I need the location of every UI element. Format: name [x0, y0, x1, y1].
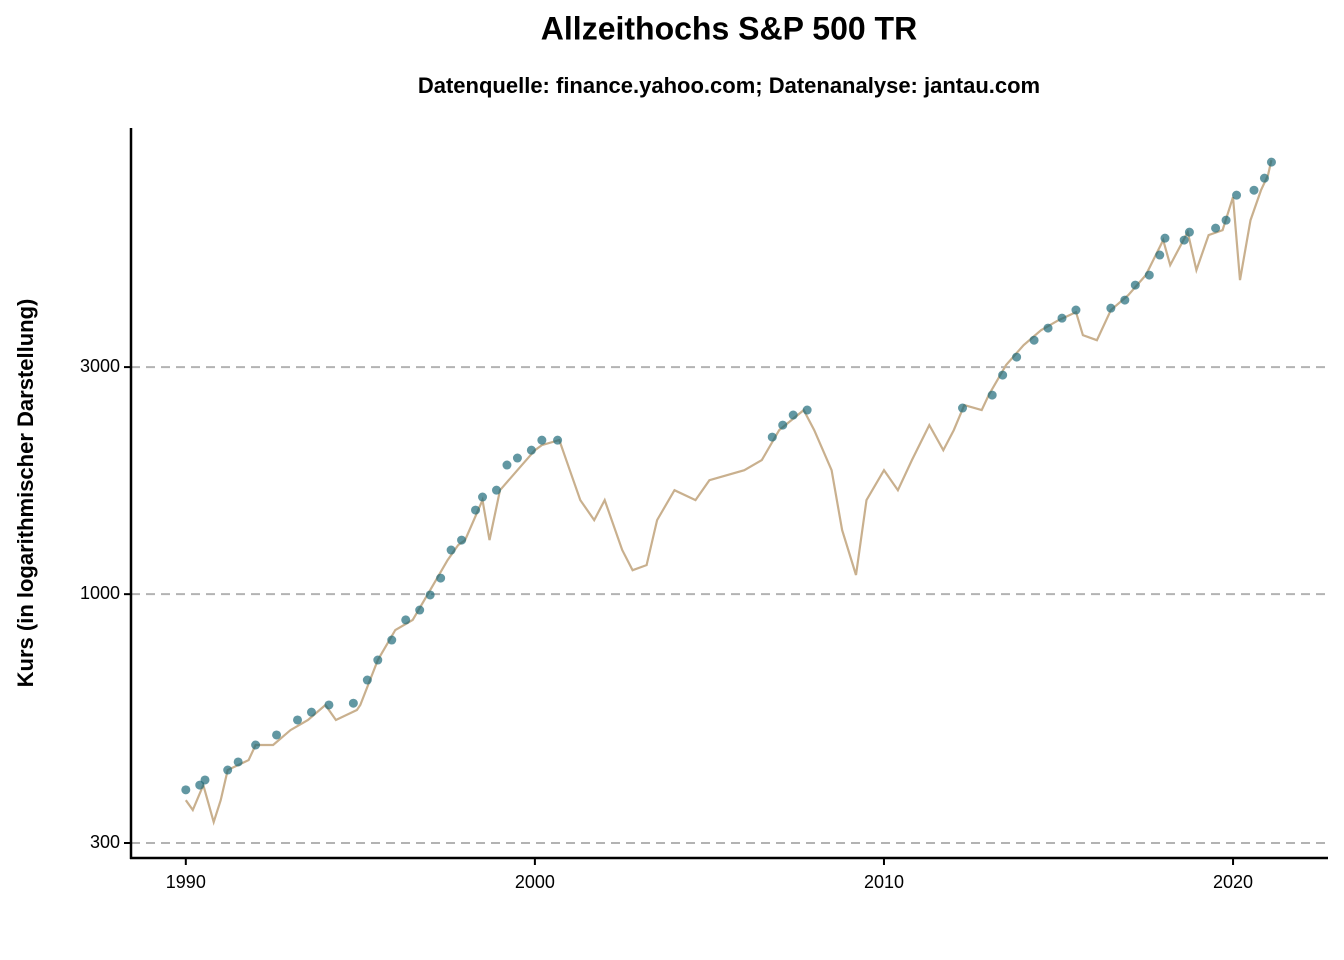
all-time-high [553, 435, 563, 445]
all-time-high [1155, 250, 1165, 260]
y-tick-label: 300 [90, 832, 120, 852]
all-time-high [1106, 303, 1116, 313]
all-time-high [987, 390, 997, 400]
price-line [184, 159, 1273, 826]
all-time-high [1259, 173, 1269, 183]
x-tick-label: 2010 [864, 872, 904, 892]
all-time-high [788, 410, 798, 420]
all-time-high [362, 675, 372, 685]
all-time-high [778, 420, 788, 430]
all-time-high [446, 545, 456, 555]
y-tick-label: 1000 [80, 583, 120, 603]
all-time-high [958, 403, 968, 413]
all-time-high [526, 445, 536, 455]
all-time-high [425, 590, 435, 600]
all-time-high [502, 460, 512, 470]
all-time-high [324, 700, 334, 710]
chart-title: Allzeithochs S&P 500 TR [541, 10, 917, 46]
all-time-high [1179, 235, 1189, 245]
all-time-high [272, 730, 282, 740]
all-time-high [1249, 185, 1259, 195]
all-time-high [491, 485, 501, 495]
all-time-high [457, 535, 467, 545]
all-time-high [471, 505, 481, 515]
all-time-high [223, 765, 233, 775]
all-time-high [348, 698, 358, 708]
all-time-high [1221, 215, 1231, 225]
all-time-high [306, 707, 316, 717]
all-time-high [1160, 233, 1170, 243]
all-time-high [1266, 157, 1276, 167]
all-time-high [1232, 190, 1242, 200]
all-time-high [200, 775, 210, 785]
all-time-high [1043, 323, 1053, 333]
all-time-high [1211, 223, 1221, 233]
chart-subtitle: Datenquelle: finance.yahoo.com; Datenana… [418, 73, 1040, 98]
all-time-high [1184, 227, 1194, 237]
all-time-high [1071, 305, 1081, 315]
x-tick-label: 2000 [515, 872, 555, 892]
y-axis-label: Kurs (in logarithmischer Darstellung) [13, 299, 38, 688]
all-time-high [1029, 335, 1039, 345]
all-time-high [478, 492, 488, 502]
all-time-high [1144, 270, 1154, 280]
all-time-high [387, 635, 397, 645]
all-time-high [1130, 280, 1140, 290]
all-time-high [293, 715, 303, 725]
all-time-high [1012, 352, 1022, 362]
all-time-high [373, 655, 383, 665]
all-time-high [767, 432, 777, 442]
all-time-high [512, 453, 522, 463]
all-time-high [537, 435, 547, 445]
all-time-high [1057, 313, 1067, 323]
all-time-high [998, 370, 1008, 380]
all-time-high [181, 785, 191, 795]
all-time-high [415, 605, 425, 615]
all-time-high [802, 405, 812, 415]
all-time-high [401, 615, 411, 625]
y-tick-label: 3000 [80, 356, 120, 376]
all-time-high [436, 573, 446, 583]
all-time-high [1120, 295, 1130, 305]
x-tick-label: 2020 [1213, 872, 1253, 892]
all-time-high [233, 757, 243, 767]
x-tick-label: 1990 [166, 872, 206, 892]
all-time-high [251, 740, 261, 750]
